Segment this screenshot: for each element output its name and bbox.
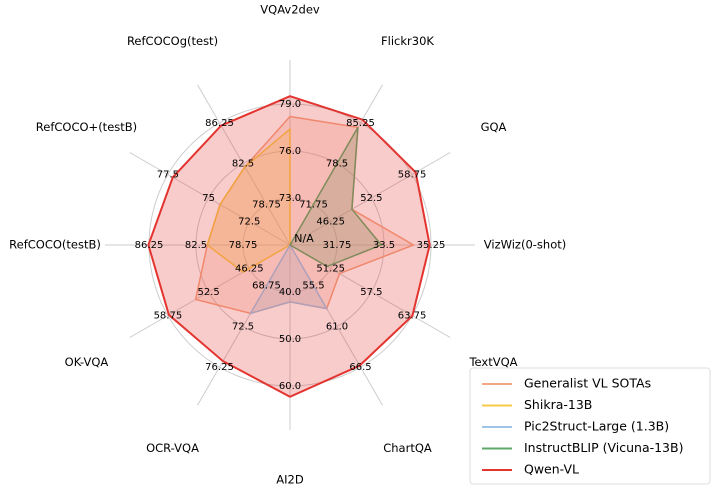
tick-label: 58.75: [154, 311, 183, 322]
tick-label: 78.5: [326, 159, 348, 170]
axis-label: AI2D: [276, 473, 304, 487]
legend-label: Generalist VL SOTAs: [524, 376, 651, 391]
tick-label: 31.75: [323, 240, 352, 251]
center-label: N/A: [294, 232, 314, 245]
spoke: [197, 84, 291, 246]
legend-label: Pic2Struct-Large (1.3B): [524, 419, 669, 434]
tick-label: 86.25: [135, 240, 164, 251]
axis-label: VizWiz(0-shot): [484, 238, 566, 252]
tick-label: 76.0: [279, 146, 301, 157]
axis-label: VQAv2dev: [260, 3, 320, 17]
tick-label: 78.75: [252, 199, 281, 210]
axis-label: RefCOCO+(testB): [36, 120, 137, 134]
tick-label: 76.25: [205, 362, 234, 373]
tick-label: 55.5: [302, 281, 324, 292]
tick-label: 73.0: [279, 193, 301, 204]
axis-label: TextVQA: [468, 355, 517, 369]
tick-label: 58.75: [398, 170, 427, 181]
tick-label: 86.25: [205, 118, 234, 129]
tick-label: 40.0: [279, 287, 301, 298]
axis-label: Flickr30K: [381, 34, 434, 48]
spoke: [129, 152, 291, 246]
tick-label: 50.0: [279, 334, 301, 345]
tick-label: 46.25: [235, 264, 264, 275]
tick-label: 68.75: [252, 281, 281, 292]
tick-label: 52.5: [360, 193, 382, 204]
spoke: [289, 152, 451, 246]
tick-label: 61.0: [326, 321, 348, 332]
tick-label: 35.25: [417, 240, 446, 251]
legend-label: Shikra-13B: [524, 397, 592, 412]
tick-label: 57.5: [360, 287, 382, 298]
axis-label: GQA: [481, 120, 507, 134]
legend-label: InstructBLIP (Vicuna-13B): [524, 440, 683, 455]
tick-label: 77.5: [157, 170, 179, 181]
legend-box: [469, 367, 711, 485]
legend-label: Qwen-VL: [524, 462, 579, 477]
tick-label: 66.5: [349, 362, 371, 373]
tick-label: 60.0: [279, 381, 301, 392]
tick-label: 85.25: [346, 118, 375, 129]
axis-label: ChartQA: [383, 441, 432, 455]
tick-label: 78.75: [229, 240, 258, 251]
tick-label: 71.75: [299, 199, 328, 210]
tick-label: 82.5: [232, 159, 254, 170]
axis-label: OK-VQA: [65, 355, 109, 369]
tick-label: 79.0: [279, 99, 301, 110]
axis-label: OCR-VQA: [146, 441, 199, 455]
tick-label: 33.5: [373, 240, 395, 251]
tick-label: 52.5: [197, 287, 219, 298]
tick-label: 46.25: [316, 217, 345, 228]
tick-label: 63.75: [398, 311, 427, 322]
tick-label: 82.5: [185, 240, 207, 251]
axis-label: RefCOCOg(test): [127, 34, 218, 48]
tick-label: 72.5: [238, 217, 260, 228]
tick-label: 51.25: [316, 264, 345, 275]
axis-label: RefCOCO(testB): [9, 238, 101, 252]
tick-label: 72.5: [232, 321, 254, 332]
series-area: [288, 127, 383, 268]
tick-label: 75: [202, 193, 215, 204]
series-area: [147, 95, 431, 398]
series-area: [248, 243, 329, 315]
